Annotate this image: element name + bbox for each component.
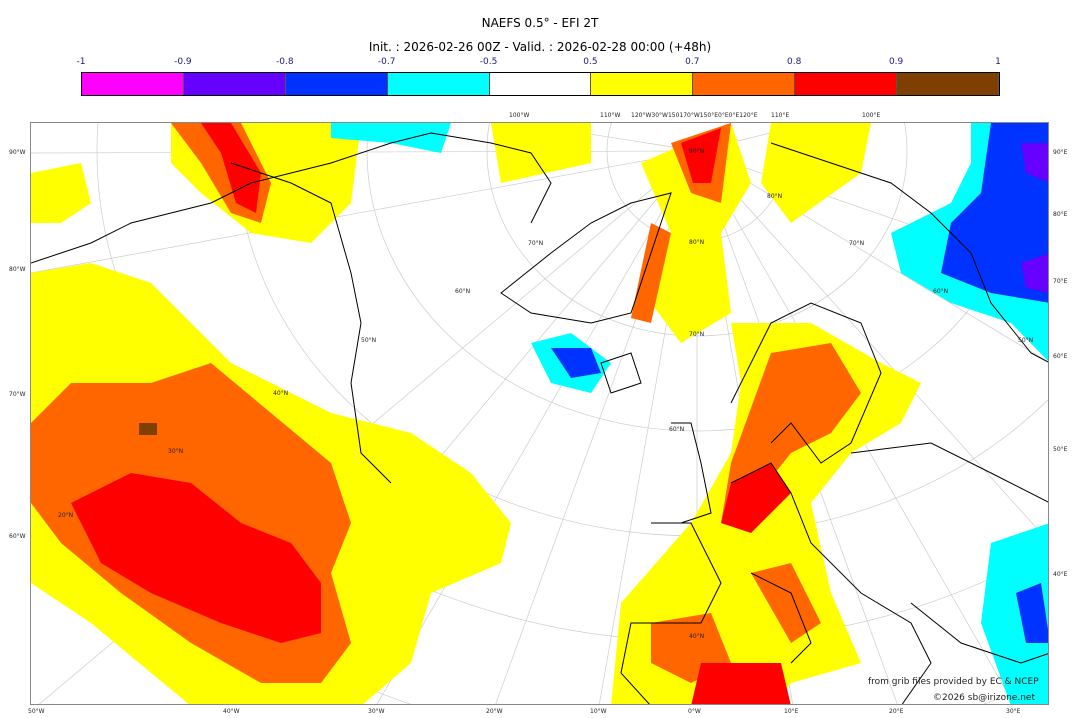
axis-label-bottom: 30°W [368,708,385,715]
latitude-label: 70°N [689,331,704,338]
axis-label-top: 120°W30°W150170°W150°E0°E0°E120°E [631,112,758,119]
colorbar-tick-label: 1 [995,57,1001,67]
data-source-credit: from grib files provided by EC & NCEP [868,677,1039,687]
colorbar-tick-label: -0.8 [275,57,294,67]
axis-label-top: 110°E [771,112,790,119]
latitude-label: 30°N [168,448,183,455]
axis-label-right: 70°E [1053,278,1068,285]
axis-label-top: 100°W [509,112,530,119]
colorbar-segment [897,73,1000,95]
latitude-label: 70°N [528,240,543,247]
axis-label-bottom: 40°W [223,708,240,715]
latitude-label: 20°N [58,512,73,519]
colorbar-tick-label: 0.7 [685,57,700,67]
colorbar-tick-label: -0.9 [174,57,192,67]
efi-field [31,123,1048,704]
latitude-label: 60°N [669,426,684,433]
latitude-label: 80°N [767,193,782,200]
axis-label-right: 90°E [1053,149,1068,156]
latitude-label: 70°N [849,240,864,247]
colorbar-segment [591,73,694,95]
colorbar-segment [795,73,898,95]
axis-label-bottom: 20°W [486,708,503,715]
axis-label-top: 110°W [600,112,621,119]
axis-label-bottom: 10°W [590,708,607,715]
axis-label-left: 80°W [9,266,26,273]
latitude-label: 40°N [689,633,704,640]
axis-label-right: 80°E [1053,211,1068,218]
axis-label-right: 60°E [1053,353,1068,360]
colorbar-segment [387,73,490,95]
latitude-label: 90°N [689,148,704,155]
colorbar-tick-label: -1 [76,57,86,67]
colorbar-tick-label: 0.8 [787,57,802,67]
axis-label-bottom: 50°W [28,708,45,715]
latitude-label: 60°N [455,288,470,295]
colorbar-segment [489,73,592,95]
coastlines [31,132,1048,704]
axis-label-top: 100°E [862,112,881,119]
colorbar [81,72,1000,96]
copyright-credit: ©2026 sb@irizone.net [933,693,1035,703]
map-title: NAEFS 0.5° - EFI 2T [481,16,599,30]
map-subtitle: Init. : 2026-02-26 00Z - Valid. : 2026-0… [368,40,712,54]
colorbar-segment [82,73,184,95]
latitude-label: 50°N [1018,337,1033,344]
axis-label-left: 70°W [9,391,26,398]
axis-label-left: 60°W [9,533,26,540]
colorbar-segment [693,73,796,95]
latitude-labels: 90°N 80°N 80°N 70°N 70°N 70°N 60°N 60°N 60°N 50°N… [58,148,1033,640]
colorbar-tick-label: -0.5 [479,57,498,67]
colorbar-segment [285,73,388,95]
colorbar-tick-label: -0.7 [377,57,396,67]
axis-label-bottom: 10°E [784,708,799,715]
efi-map: 90°N 80°N 80°N 70°N 70°N 70°N 60°N 60°N 60°N 50°N… [31,123,1048,704]
axis-label-left: 90°W [9,149,26,156]
latitude-label: 60°N [933,288,948,295]
latitude-label: 40°N [273,390,288,397]
map-area: 90°N 80°N 80°N 70°N 70°N 70°N 60°N 60°N 60°N 50°N… [30,122,1049,705]
axis-label-bottom: 0°W [688,708,701,715]
latitude-label: 50°N [361,337,376,344]
colorbar-tick-label: 0.9 [888,57,904,67]
latitude-label: 80°N [689,239,704,246]
axis-label-bottom: 20°E [889,708,904,715]
colorbar-segment [183,73,286,95]
axis-label-bottom: 30°E [1006,708,1021,715]
axis-label-right: 50°E [1053,446,1068,453]
axis-label-right: 40°E [1053,571,1068,578]
colorbar-tick-label: 0.5 [583,57,598,67]
